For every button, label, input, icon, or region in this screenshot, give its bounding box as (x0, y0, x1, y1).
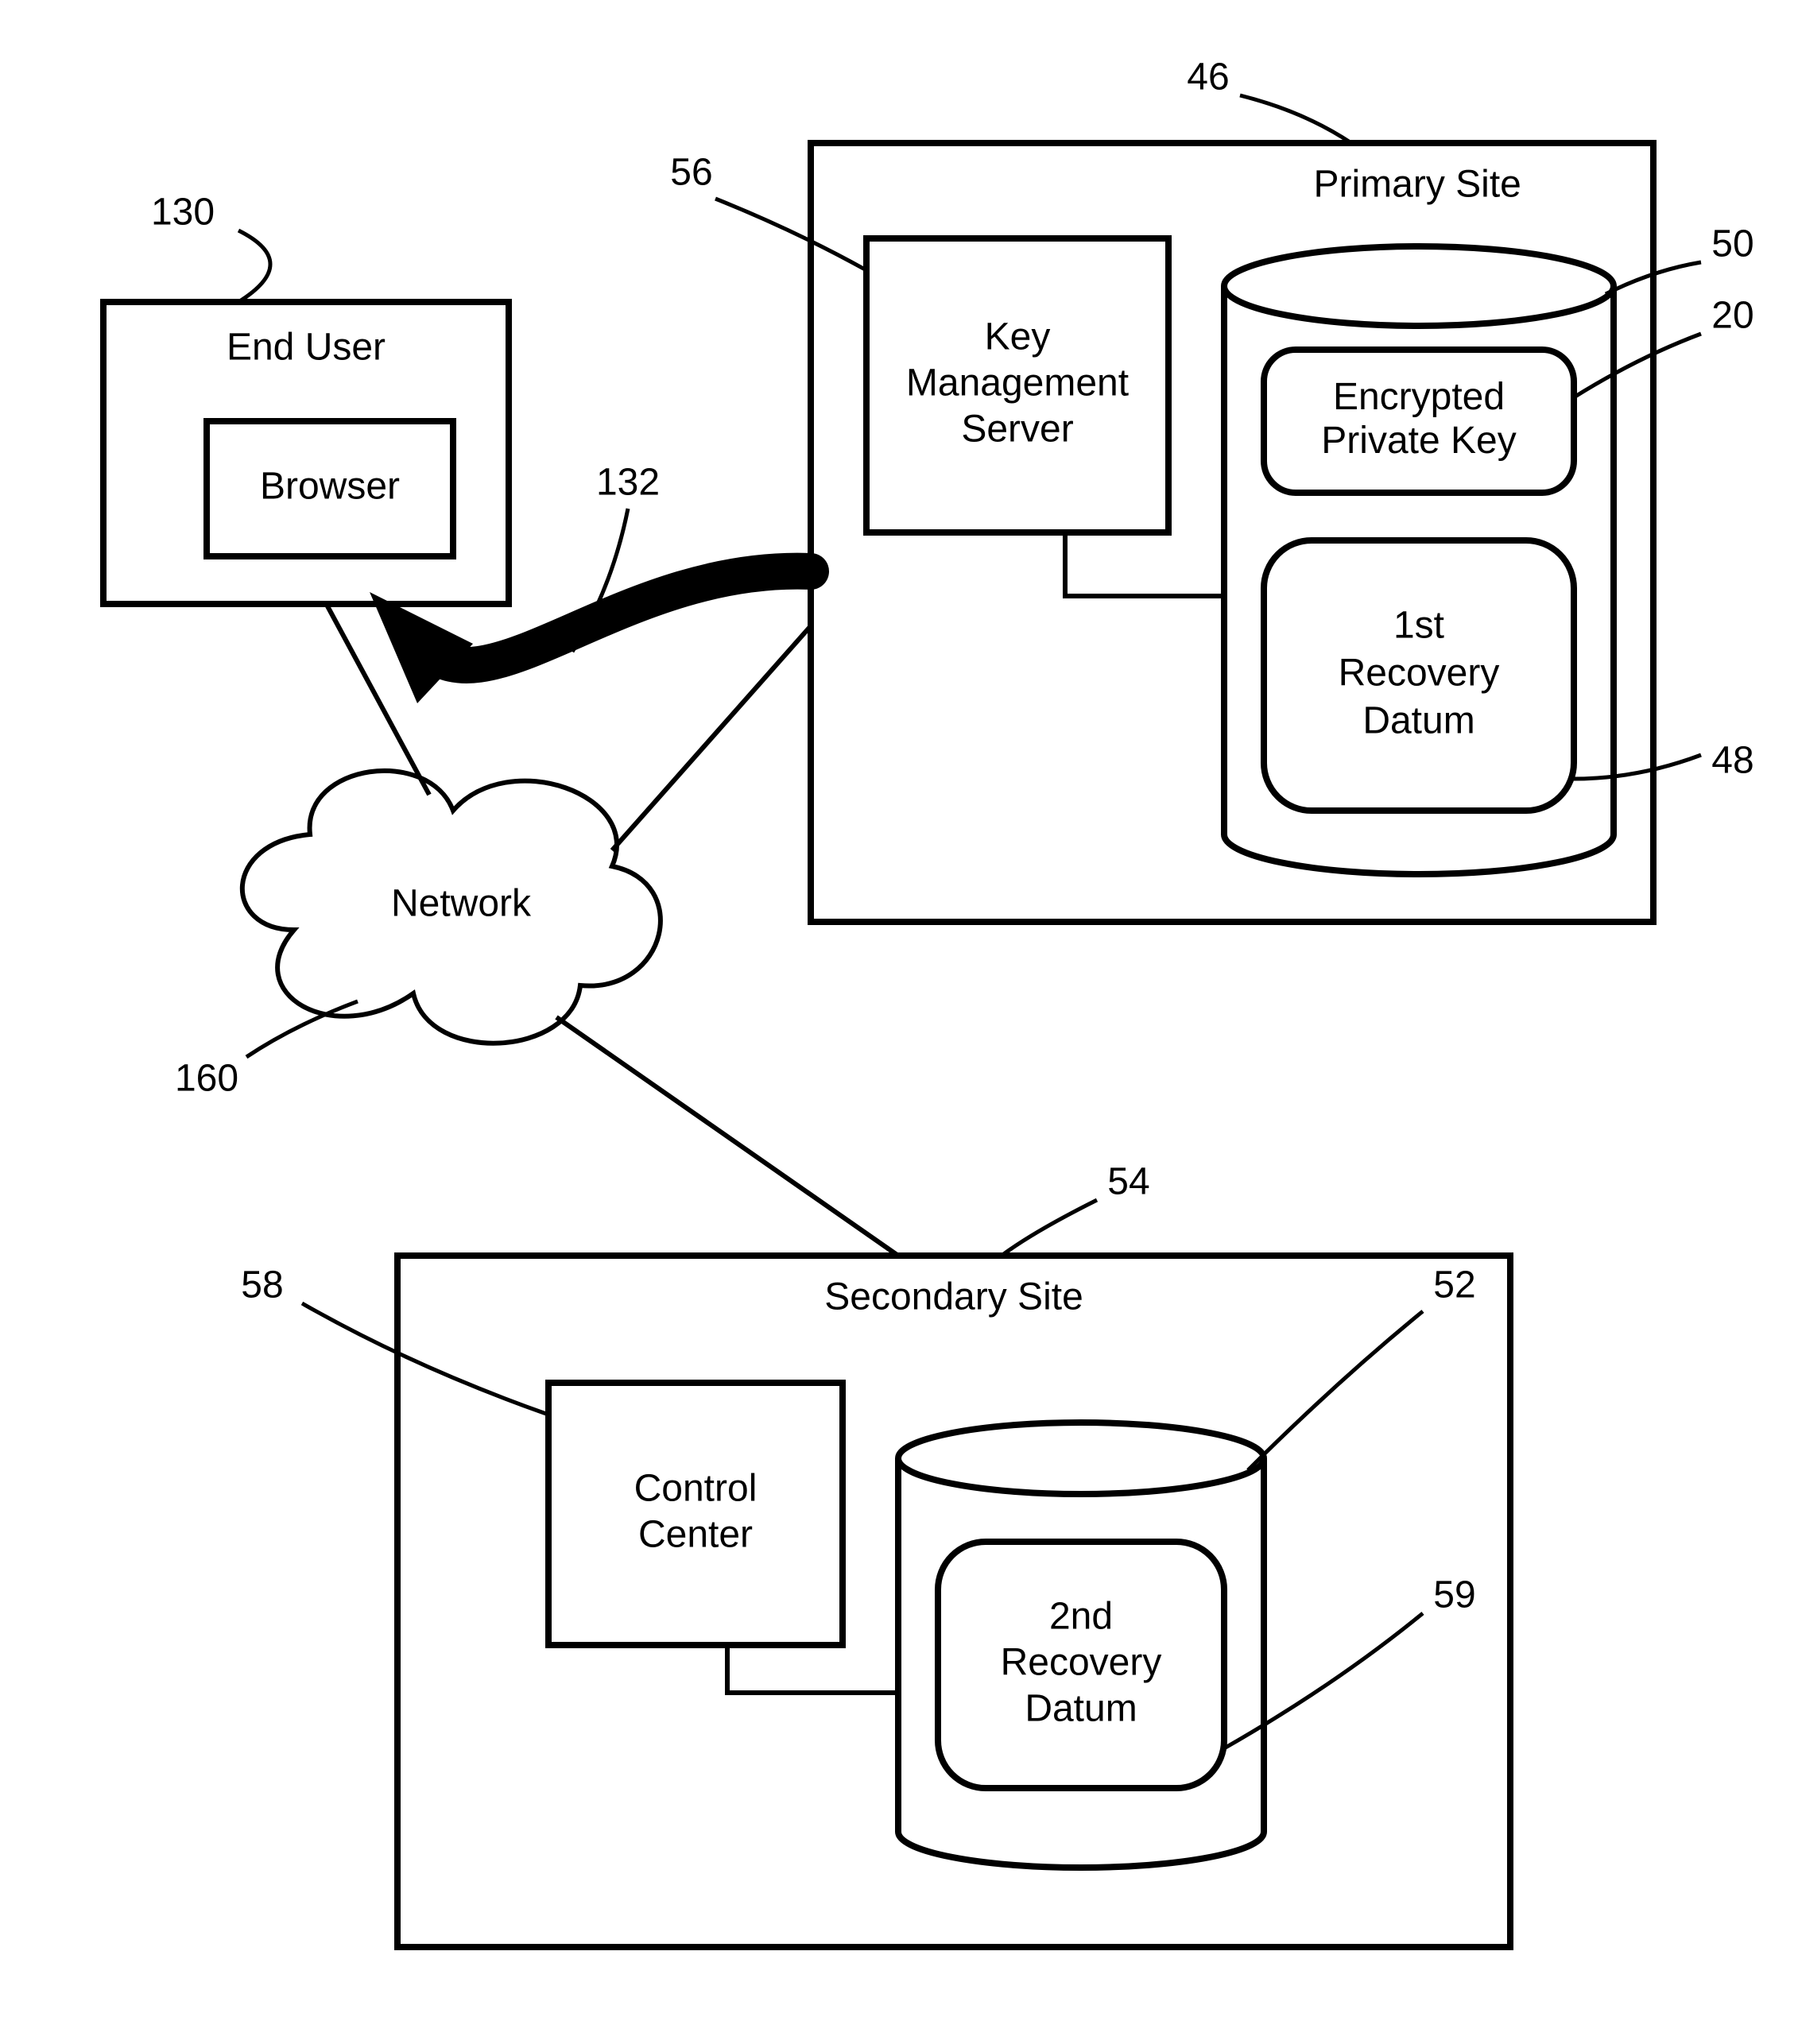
encrypted-key-label: Encrypted (1333, 376, 1505, 418)
ref-58: 58 (241, 1264, 283, 1307)
leader-line (1002, 1200, 1097, 1256)
ref-46: 46 (1187, 56, 1229, 99)
ref-52: 52 (1433, 1264, 1475, 1307)
kms-to-db-line (1065, 532, 1224, 596)
ref-20: 20 (1711, 295, 1753, 337)
control-center-label: Control (634, 1468, 758, 1510)
ref-59: 59 (1433, 1574, 1475, 1616)
browser-label: Browser (260, 466, 400, 508)
ref-50: 50 (1711, 223, 1753, 265)
leader-line (715, 199, 866, 270)
ref-48: 48 (1711, 740, 1753, 782)
ref-56: 56 (670, 152, 712, 194)
network-label: Network (391, 883, 532, 925)
kms-label: Management (906, 362, 1129, 405)
primary-site-label: Primary Site (1314, 164, 1521, 206)
leader-line (1574, 334, 1701, 397)
recovery1-label: Recovery (1339, 652, 1500, 695)
leader-line (238, 230, 270, 302)
network-secondary-line (556, 1017, 898, 1256)
network-primary-line (612, 626, 811, 850)
leader-line (1574, 755, 1701, 779)
recovery2-label: 2nd (1049, 1596, 1113, 1638)
leader-line (1248, 1311, 1423, 1470)
primary-cylinder (1224, 246, 1614, 874)
secondary-site-label: Secondary Site (824, 1276, 1083, 1318)
encrypted-key-label: Private Key (1321, 420, 1516, 462)
leader-line (1240, 95, 1351, 143)
arrow-132-shaft (413, 571, 811, 665)
end-user-label: End User (227, 327, 386, 369)
ref-160: 160 (175, 1058, 238, 1100)
control-center-label: Center (638, 1514, 753, 1556)
leader-line (1224, 1613, 1423, 1748)
recovery1-label: 1st (1393, 605, 1444, 647)
recovery2-label: Datum (1025, 1688, 1137, 1730)
kms-label: Key (985, 316, 1051, 358)
control-to-db-line (727, 1645, 898, 1693)
ref-130: 130 (151, 192, 215, 234)
leader-line (302, 1303, 548, 1415)
recovery2-label: Recovery (1001, 1642, 1162, 1684)
kms-label: Server (961, 408, 1073, 451)
recovery1-label: Datum (1362, 700, 1474, 742)
ref-132: 132 (596, 462, 660, 504)
secondary-site-box (397, 1256, 1510, 1947)
arrow-132-head (370, 592, 473, 703)
ref-54: 54 (1107, 1161, 1149, 1203)
leader-line (246, 1001, 358, 1057)
